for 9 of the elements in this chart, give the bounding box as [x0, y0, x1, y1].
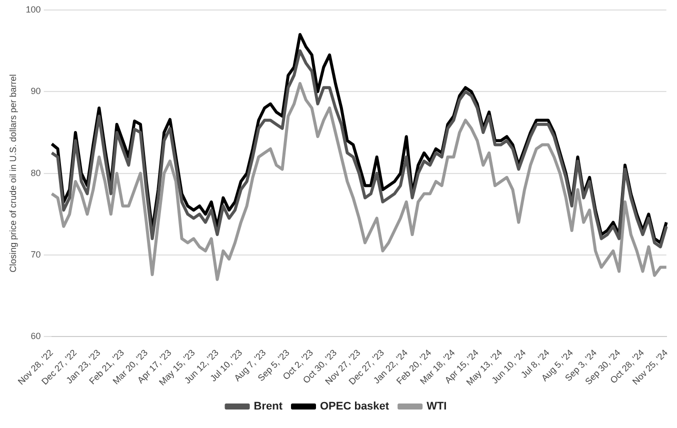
legend-label: WTI — [426, 400, 447, 413]
legend-label: Brent — [254, 400, 283, 413]
y-tick-label: 60 — [30, 331, 41, 342]
y-tick-label: 100 — [26, 4, 41, 14]
y-tick-label: 90 — [30, 86, 41, 96]
y-tick-label: 70 — [30, 249, 41, 260]
y-axis-title: Closing price of crude oil in U.S. dollars per barrel — [8, 74, 18, 272]
y-tick-label: 80 — [30, 168, 41, 178]
legend-label: OPEC basket — [320, 400, 390, 413]
